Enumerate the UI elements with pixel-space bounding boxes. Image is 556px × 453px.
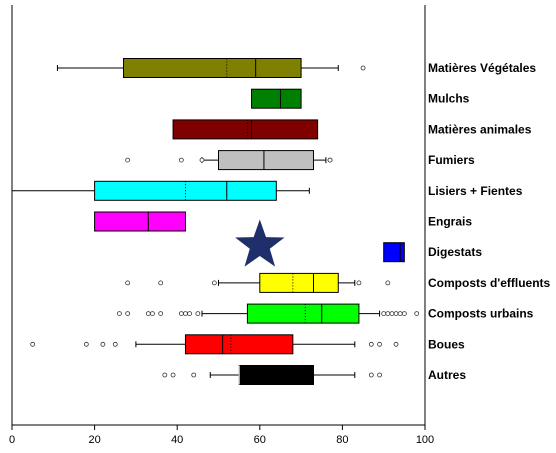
box (184, 334, 294, 355)
outlier-point (125, 157, 131, 163)
outlier-point (170, 372, 176, 378)
x-tick-label: 40 (171, 434, 183, 446)
outlier-point (30, 341, 36, 347)
category-label: Boues (428, 337, 465, 351)
box-group (94, 211, 186, 232)
box-group (125, 150, 333, 171)
outlier-point (150, 311, 155, 317)
outlier-point (83, 341, 89, 347)
box (246, 303, 360, 324)
box-group (251, 88, 302, 109)
outlier-point (368, 372, 374, 378)
category-label: Matières Végétales (428, 61, 536, 75)
box-plots (11, 58, 420, 385)
x-tick-label: 80 (336, 434, 348, 446)
outlier-point (158, 280, 164, 286)
outlier-point (211, 280, 217, 286)
outlier-point (397, 311, 403, 317)
outlier-point (125, 311, 131, 317)
outlier-point (195, 311, 201, 317)
outlier-point (125, 280, 131, 286)
category-label: Digestats (428, 245, 482, 259)
outlier-point (360, 65, 366, 71)
box-group (172, 119, 319, 140)
outlier-point (377, 341, 382, 347)
outlier-point (356, 280, 362, 286)
category-label: Autres (428, 368, 466, 382)
outlier-point (385, 311, 391, 317)
box-group (30, 334, 399, 355)
outlier-point (393, 341, 399, 347)
box (383, 242, 405, 263)
category-label: Composts d'effluents (428, 276, 551, 290)
outlier-point (112, 341, 118, 347)
outlier-point (381, 311, 387, 317)
outlier-point (368, 341, 374, 347)
star-marker (235, 219, 285, 267)
outlier-point (327, 157, 333, 163)
category-label: Lisiers + Fientes (428, 184, 523, 198)
box-group (125, 272, 391, 293)
outlier-point (100, 341, 106, 347)
star-icon (235, 219, 285, 267)
x-tick-label: 0 (9, 434, 15, 446)
axes: 0 20 40 60 80 100 (9, 5, 434, 446)
box (238, 365, 314, 385)
box-group (116, 303, 420, 324)
box-group (383, 242, 405, 263)
outlier-point (385, 280, 391, 286)
x-tick-label: 60 (254, 434, 266, 446)
outlier-point (199, 157, 205, 163)
box (251, 88, 302, 109)
outlier-point (116, 311, 122, 317)
outlier-point (183, 311, 188, 317)
box-group (56, 58, 366, 78)
box (94, 211, 186, 232)
outlier-point (162, 372, 168, 378)
outlier-point (393, 311, 399, 317)
outlier-point (377, 372, 382, 378)
outlier-point (145, 311, 151, 317)
outlier-point (401, 311, 407, 317)
outlier-point (178, 157, 184, 163)
box (218, 150, 314, 171)
category-label: Fumiers (428, 153, 475, 167)
outlier-point (389, 311, 395, 317)
box (259, 272, 339, 293)
category-label: Mulchs (428, 92, 470, 106)
outlier-point (191, 372, 197, 378)
box-group (11, 180, 310, 201)
category-label: Matières animales (428, 122, 532, 136)
category-label: Composts urbains (428, 307, 534, 321)
outlier-point (414, 311, 420, 317)
box (123, 58, 302, 78)
category-label: Engrais (428, 215, 472, 229)
category-labels: Matières Végétales Mulchs Matières animale… (428, 61, 551, 382)
outlier-point (158, 311, 164, 317)
x-tick-label: 100 (416, 434, 434, 446)
box (172, 119, 319, 140)
outlier-point (178, 311, 184, 317)
outlier-point (187, 311, 192, 317)
box-group (162, 365, 382, 385)
x-tick-label: 20 (88, 434, 100, 446)
